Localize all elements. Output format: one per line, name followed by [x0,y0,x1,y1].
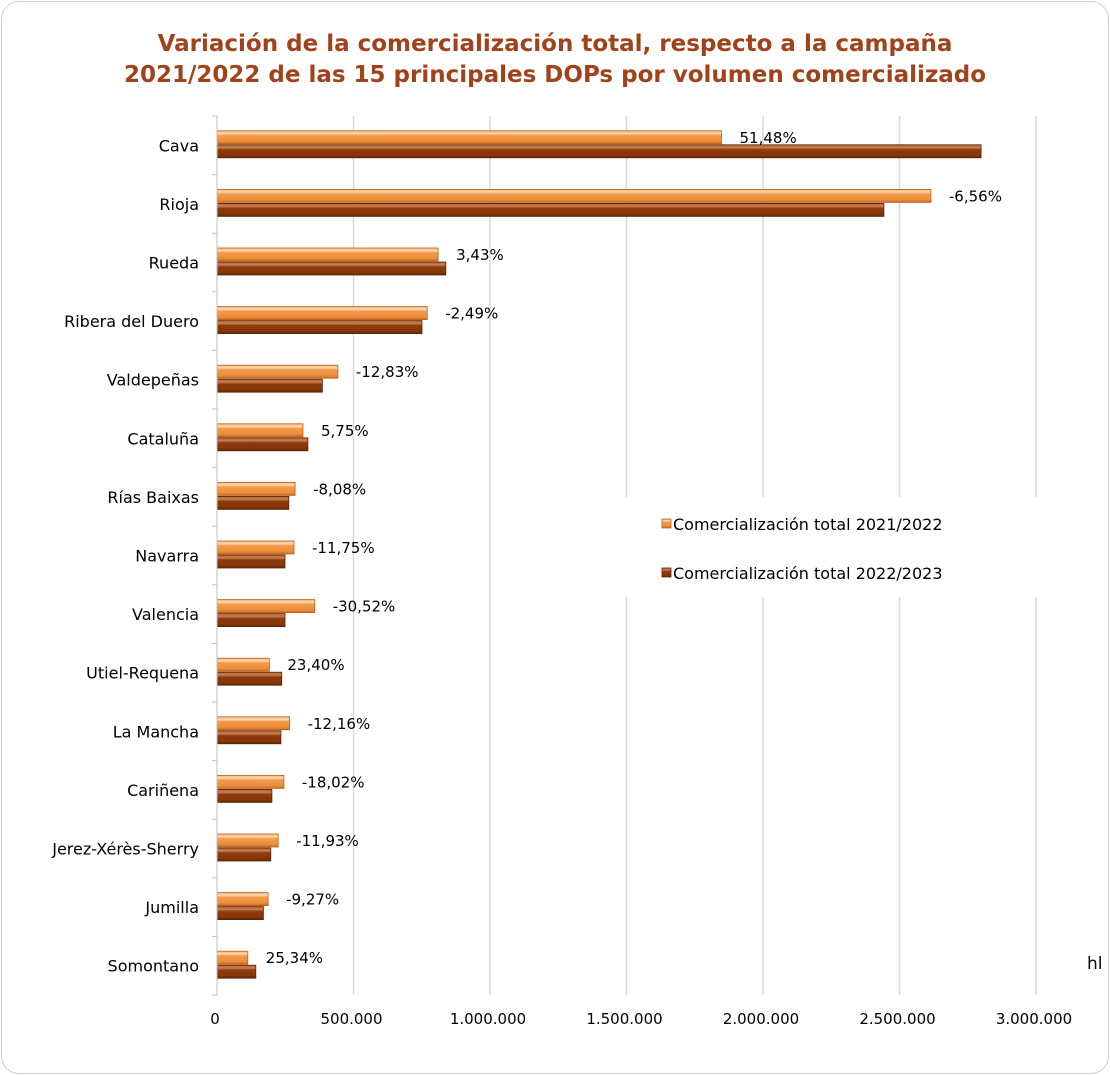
data-label-valdepenas: -12,83% [356,363,419,381]
data-label-cava: 51,48% [740,129,797,147]
data-label-rioja: -6,56% [949,187,1002,205]
x-axis-unit-label: hl [1087,954,1103,974]
bar-navarra-series-2 [216,554,286,569]
bar-jerez-xeres-sherry-series-2 [216,847,272,862]
data-label-navarra: -11,75% [312,539,375,557]
x-tick-label-1-500-000: 1.500.000 [586,1010,662,1028]
bar-navarra-series-1 [216,540,295,555]
legend-marker-series-2 [661,567,672,578]
bar-rias-baixas-series-2 [216,495,290,510]
x-tick-label-1-000-000: 1.000.000 [450,1010,526,1028]
bar-somontano-series-1 [216,950,249,965]
bar-cataluna-series-2 [216,437,309,452]
data-label-somontano: 25,34% [266,949,323,967]
category-label-la-mancha: La Mancha [113,722,199,741]
data-label-jumilla: -9,27% [286,891,339,909]
data-label-cataluna: 5,75% [321,422,369,440]
category-label-rias-baixas: Rías Baixas [107,488,199,507]
legend-label-series-2: Comercialización total 2022/2023 [673,564,943,583]
bar-ribera-del-duero-series-1 [216,306,428,321]
data-label-valencia: -30,52% [333,598,396,616]
data-label-jerez-xeres-sherry: -11,93% [296,832,359,850]
data-label-utiel-requena: 23,40% [287,656,344,674]
bar-rueda-series-1 [216,247,439,262]
bar-carinena-series-1 [216,775,285,789]
bar-somontano-series-2 [216,964,257,979]
category-label-cava: Cava [159,136,199,155]
category-label-ribera-del-duero: Ribera del Duero [64,312,199,331]
category-label-navarra: Navarra [135,547,199,566]
bar-ribera-del-duero-series-2 [216,320,423,335]
x-tick-label-3-000-000: 3.000.000 [996,1010,1072,1028]
bar-jumilla-series-2 [216,906,264,920]
bar-rias-baixas-series-1 [216,481,296,496]
category-label-jerez-xeres-sherry: Jerez-Xérès-Sherry [51,840,199,859]
legend-marker-series-1 [661,518,672,529]
x-tick-label-2-500-000: 2.500.000 [859,1010,935,1028]
bar-la-mancha-series-1 [216,716,290,731]
bar-utiel-requena-series-2 [216,671,283,686]
data-label-rias-baixas: -8,08% [313,480,366,498]
category-label-cataluna: Cataluña [127,429,199,448]
category-label-rioja: Rioja [159,195,199,214]
bar-cava-series-1 [216,130,722,145]
x-tick-label-2-000-000: 2.000.000 [723,1010,799,1028]
bar-la-mancha-series-2 [216,730,282,745]
x-tick-label-500-000: 500.000 [320,1010,382,1028]
bar-valencia-series-1 [216,599,316,613]
category-label-valdepenas: Valdepeñas [107,371,199,390]
bar-jumilla-series-1 [216,892,269,906]
x-tick-label-0: 0 [210,1010,220,1028]
category-label-carinena: Cariñena [127,781,199,800]
bar-jerez-xeres-sherry-series-1 [216,833,279,848]
legend-background [620,497,1045,597]
bar-valencia-series-2 [216,613,286,627]
legend-label-series-1: Comercialización total 2021/2022 [673,515,943,534]
bars [216,130,982,979]
bar-rioja-series-1 [216,188,932,203]
category-label-somontano: Somontano [108,957,199,976]
legend: Comercialización total 2021/2022 Comerci… [620,497,1045,597]
bar-rioja-series-2 [216,202,885,217]
x-tick-labels: 0 500.000 1.000.000 1.500.000 2.000.000 2.500… [210,1010,1072,1028]
bar-rueda-series-2 [216,261,447,276]
data-labels: 51,48% -6,56% 3,43% -2,49% -12,83% 5,75% -8,08… [266,129,1002,967]
data-label-ribera-del-duero: -2,49% [445,305,498,323]
y-axis [212,115,218,996]
bar-valdepenas-series-2 [216,378,323,393]
bar-utiel-requena-series-1 [216,657,270,672]
category-label-jumilla: Jumilla [144,898,199,917]
data-label-carinena: -18,02% [302,773,365,791]
category-label-valencia: Valencia [132,605,199,624]
bar-valdepenas-series-1 [216,364,339,379]
category-label-utiel-requena: Utiel-Requena [86,664,199,683]
category-label-rueda: Rueda [149,254,199,273]
bar-cava-series-2 [216,144,982,159]
chart-title: Variación de la comercialización total, … [123,31,987,88]
data-label-rueda: 3,43% [456,246,504,264]
bar-carinena-series-2 [216,789,273,803]
category-labels: Cava Rioja Rueda Ribera del Duero Valdepeñas… [51,136,199,975]
data-label-la-mancha: -12,16% [308,715,371,733]
bar-cataluna-series-1 [216,423,304,438]
